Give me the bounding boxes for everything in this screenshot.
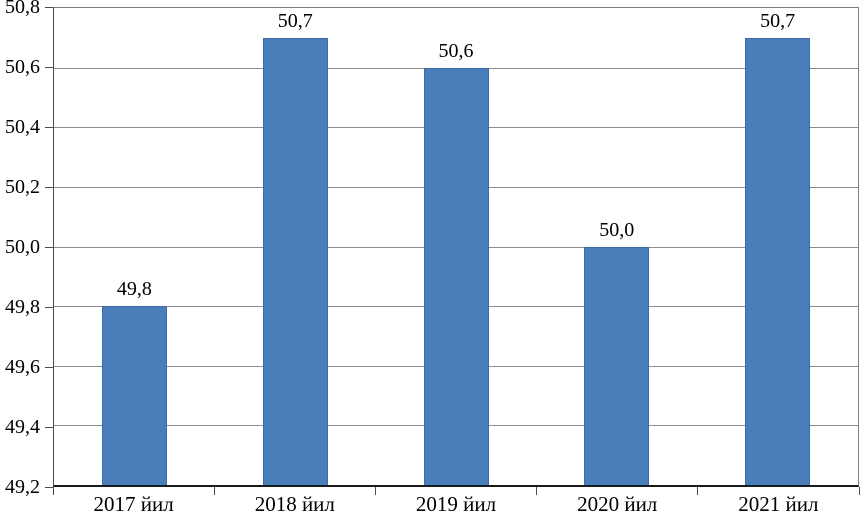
bar-value-label: 50,7 — [760, 9, 796, 32]
y-axis: 49,2 49,4 49,6 49,8 50,0 50,2 50,4 50,6 50,8 — [0, 0, 53, 497]
plot-area: 49,8 50,7 50,6 50,0 50,7 — [53, 7, 859, 487]
x-axis-category-label: 2020 йил — [577, 492, 658, 515]
y-axis-tick-mark — [45, 306, 53, 308]
y-axis-tick-label: 49,4 — [5, 416, 40, 438]
y-axis-tick-mark — [45, 426, 53, 428]
bar — [745, 37, 811, 485]
y-axis-tick-label: 49,6 — [5, 356, 40, 378]
bar — [584, 246, 650, 485]
bar-value-label: 50,6 — [438, 39, 474, 62]
y-axis-tick-label: 50,2 — [5, 176, 40, 198]
y-axis-tick-mark — [45, 186, 53, 188]
x-axis-category-label: 2017 йил — [93, 492, 174, 515]
x-axis-category-label: 2018 йил — [254, 492, 335, 515]
y-axis-tick-mark — [45, 366, 53, 368]
bar-value-label: 49,8 — [116, 278, 152, 301]
x-axis-tick-mark — [374, 487, 376, 495]
bar — [423, 67, 489, 485]
y-axis-tick-mark — [45, 246, 53, 248]
bar-value-label: 50,7 — [277, 9, 313, 32]
bar-value-label: 50,0 — [599, 218, 635, 241]
y-axis-tick-mark — [45, 66, 53, 68]
x-axis: 2017 йил 2018 йил 2019 йил 2020 йил 2021 йил — [52, 487, 860, 515]
x-axis-tick-mark — [858, 487, 860, 495]
x-axis-tick-mark — [213, 487, 215, 495]
x-axis-tick-mark — [697, 487, 699, 495]
y-axis-tick-mark — [45, 6, 53, 8]
y-axis-tick-label: 49,8 — [5, 296, 40, 318]
x-axis-category-label: 2021 йил — [738, 492, 819, 515]
y-axis-tick-label: 49,2 — [5, 476, 40, 498]
x-axis-tick-mark — [536, 487, 538, 495]
y-axis-tick-label: 50,6 — [5, 56, 40, 78]
y-axis-tick-label: 50,0 — [5, 236, 40, 258]
bar — [262, 37, 328, 485]
x-axis-category-label: 2019 йил — [415, 492, 497, 515]
y-axis-tick-mark — [45, 486, 53, 488]
y-axis-tick-label: 50,8 — [5, 0, 40, 18]
x-axis-tick-mark — [52, 487, 54, 495]
y-axis-tick-label: 50,4 — [5, 116, 40, 138]
bar — [101, 306, 167, 485]
y-axis-tick-mark — [45, 126, 53, 128]
